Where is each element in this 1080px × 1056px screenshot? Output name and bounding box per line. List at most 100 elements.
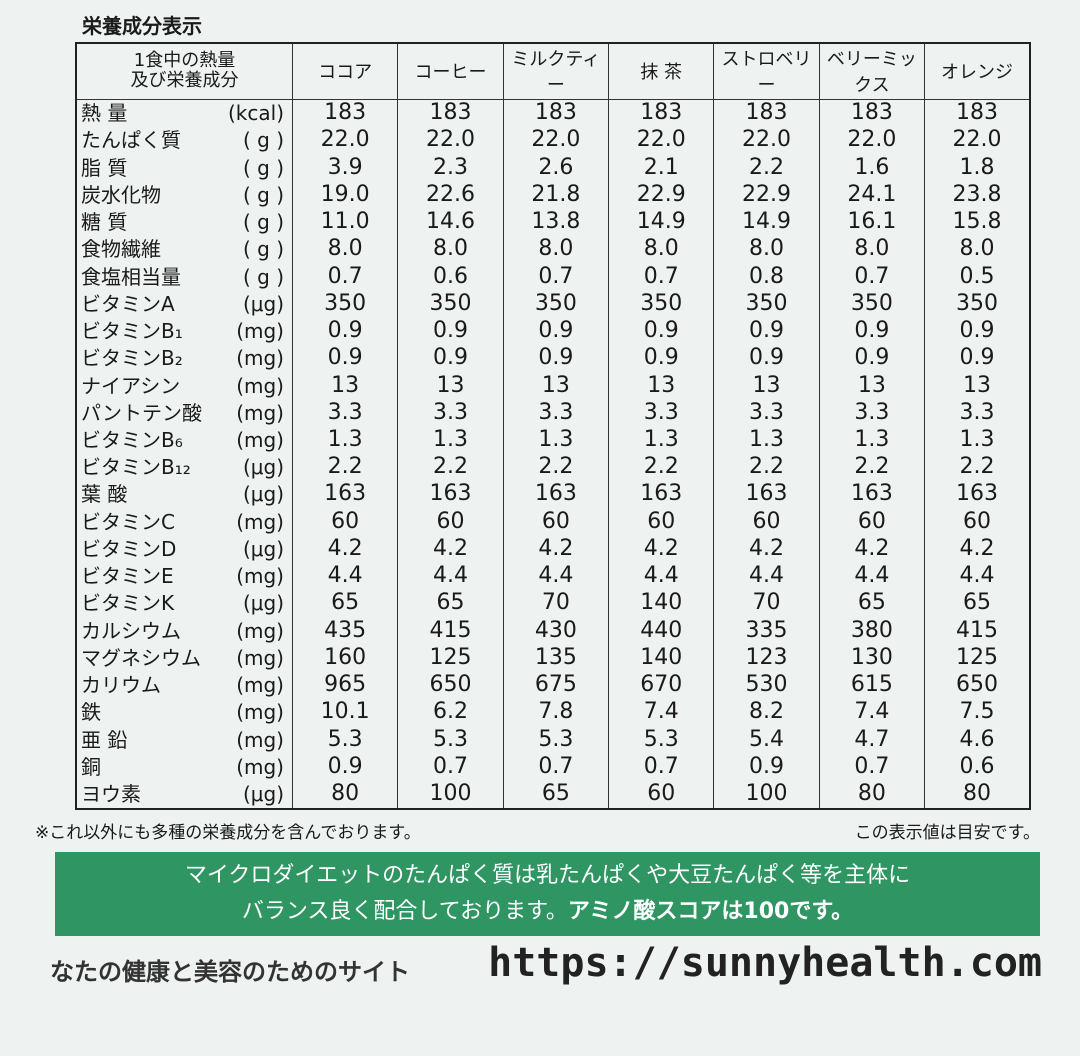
corner-line: 及び栄養成分 [130, 70, 239, 92]
value-cell: 530 [713, 671, 820, 699]
value-cell: 60 [502, 508, 610, 536]
value-cell: 4.4 [397, 562, 504, 590]
value-cell: 24.1 [818, 181, 926, 209]
table-row: 亜 鉛 (mg) 5.3 5.3 5.3 5.3 5.4 4.7 4.6 [75, 725, 1031, 754]
row-label: ビタミンB₁ (mg) [75, 317, 293, 345]
value-cell: 0.5 [924, 262, 1031, 291]
value-cell: 8.0 [818, 235, 926, 263]
value-cell: 70 [713, 589, 820, 618]
unit: (mg) [236, 700, 284, 725]
unit: (μg) [242, 455, 284, 480]
unit: ( g ) [242, 264, 284, 289]
value-cell: 22.0 [502, 126, 610, 155]
value-cell: 0.7 [397, 753, 504, 781]
table-row: カリウム (mg) 965 650 675 670 530 615 650 [75, 671, 1031, 699]
nutrient-name: 熱 量 [81, 101, 128, 126]
unit: (mg) [236, 673, 284, 698]
value-cell: 0.9 [608, 344, 715, 372]
row-label: 糖 質 ( g ) [75, 208, 293, 236]
value-cell: 965 [291, 671, 399, 699]
table-row: 炭水化物( g ) 19.0 22.6 21.8 22.9 22.9 24.1 23.8 [75, 181, 1031, 209]
value-cell: 10.1 [291, 698, 399, 726]
value-cell: 123 [713, 644, 820, 672]
table-row: 熱 量 (kcal) 183 183 183 183 183 183 183 [75, 99, 1031, 127]
value-cell: 670 [608, 671, 715, 699]
value-cell: 4.7 [818, 725, 926, 754]
banner-bold: アミノ酸スコアは100です。 [567, 899, 854, 924]
table-row: ビタミンK (μg) 65 65 70 140 70 65 65 [75, 589, 1031, 618]
value-cell: 13.8 [502, 208, 610, 236]
nutrient-name: 糖 質 [81, 210, 128, 235]
value-cell: 4.4 [924, 562, 1031, 590]
table-row: 鉄 (mg) 10.1 6.2 7.8 7.4 8.2 7.4 7.5 [75, 698, 1031, 726]
nutrient-name: ナイアシン [81, 373, 181, 398]
value-cell: 335 [713, 617, 820, 645]
value-cell: 0.7 [608, 753, 715, 781]
unit: (mg) [236, 727, 284, 752]
value-cell: 125 [397, 644, 504, 672]
note: この表示値は目安です。 [854, 823, 1040, 843]
table-row: ビタミンC (mg) 60 60 60 60 60 60 60 [75, 508, 1031, 536]
value-cell: 60 [818, 508, 926, 536]
row-label: ビタミンE (mg) [75, 562, 293, 590]
value-cell: 11.0 [291, 208, 399, 236]
value-cell: 0.9 [291, 317, 399, 345]
nutrient-name: 食塩相当量 [81, 264, 181, 289]
value-cell: 1.3 [502, 426, 610, 454]
table-row: ビタミンB₁₂ (μg) 2.2 2.2 2.2 2.2 2.2 2.2 2.2 [75, 453, 1031, 481]
value-cell: 100 [713, 780, 820, 809]
value-cell: 0.7 [608, 262, 715, 291]
row-label: 亜 鉛 (mg) [75, 725, 293, 754]
value-cell: 22.0 [608, 126, 715, 155]
value-cell: 0.7 [502, 753, 610, 781]
url: https://sunnyhealth.com [488, 940, 1042, 986]
value-cell: 8.2 [713, 698, 820, 726]
row-label: 銅 (mg) [75, 753, 293, 781]
value-cell: 415 [924, 617, 1031, 645]
value-cell: 183 [924, 99, 1031, 127]
value-cell: 65 [924, 589, 1031, 618]
value-cell: 1.3 [397, 426, 504, 454]
value-cell: 22.6 [397, 181, 504, 209]
value-cell: 650 [924, 671, 1031, 699]
value-cell: 0.9 [397, 344, 504, 372]
value-cell: 440 [608, 617, 715, 645]
value-cell: 0.9 [713, 344, 820, 372]
value-cell: 0.7 [502, 262, 610, 291]
value-cell: 0.9 [291, 344, 399, 372]
value-cell: 2.1 [608, 154, 715, 182]
value-cell: 23.8 [924, 181, 1031, 209]
value-cell: 2.2 [924, 453, 1031, 481]
banner: マイクロダイエットのたんぱく質は乳たんぱくや大豆たんぱく等を主体に バランス良く… [55, 852, 1040, 936]
value-cell: 130 [818, 644, 926, 672]
table-row: 銅 (mg) 0.9 0.7 0.7 0.7 0.9 0.7 0.6 [75, 753, 1031, 781]
value-cell: 13 [291, 371, 399, 400]
value-cell: 675 [502, 671, 610, 699]
table-row: ビタミンE (mg) 4.4 4.4 4.4 4.4 4.4 4.4 4.4 [75, 562, 1031, 590]
value-cell: 350 [713, 290, 820, 318]
row-label: ビタミンA (μg) [75, 290, 293, 318]
value-cell: 350 [924, 290, 1031, 318]
value-cell: 0.9 [608, 317, 715, 345]
value-cell: 2.2 [818, 453, 926, 481]
corner-line: 1食中の熱量 [133, 50, 236, 72]
value-cell: 8.0 [291, 235, 399, 263]
value-cell: 163 [608, 480, 715, 509]
value-cell: 60 [924, 508, 1031, 536]
value-cell: 3.3 [608, 399, 715, 427]
nutrient-name: 亜 鉛 [81, 727, 128, 752]
nutrient-name: マグネシウム [81, 645, 201, 670]
nutrient-name: 鉄 [81, 700, 101, 725]
table-row: ビタミンB₂ (mg) 0.9 0.9 0.9 0.9 0.9 0.9 0.9 [75, 344, 1031, 372]
unit: ( g ) [242, 237, 284, 262]
table-row: マグネシウム (mg) 160 125 135 140 123 130 125 [75, 644, 1031, 672]
value-cell: 350 [397, 290, 504, 318]
value-cell: 15.8 [924, 208, 1031, 236]
value-cell: 8.0 [608, 235, 715, 263]
value-cell: 80 [924, 780, 1031, 809]
value-cell: 4.4 [608, 562, 715, 590]
unit: (mg) [236, 618, 284, 643]
value-cell: 80 [291, 780, 399, 809]
value-cell: 65 [291, 589, 399, 618]
value-cell: 21.8 [502, 181, 610, 209]
